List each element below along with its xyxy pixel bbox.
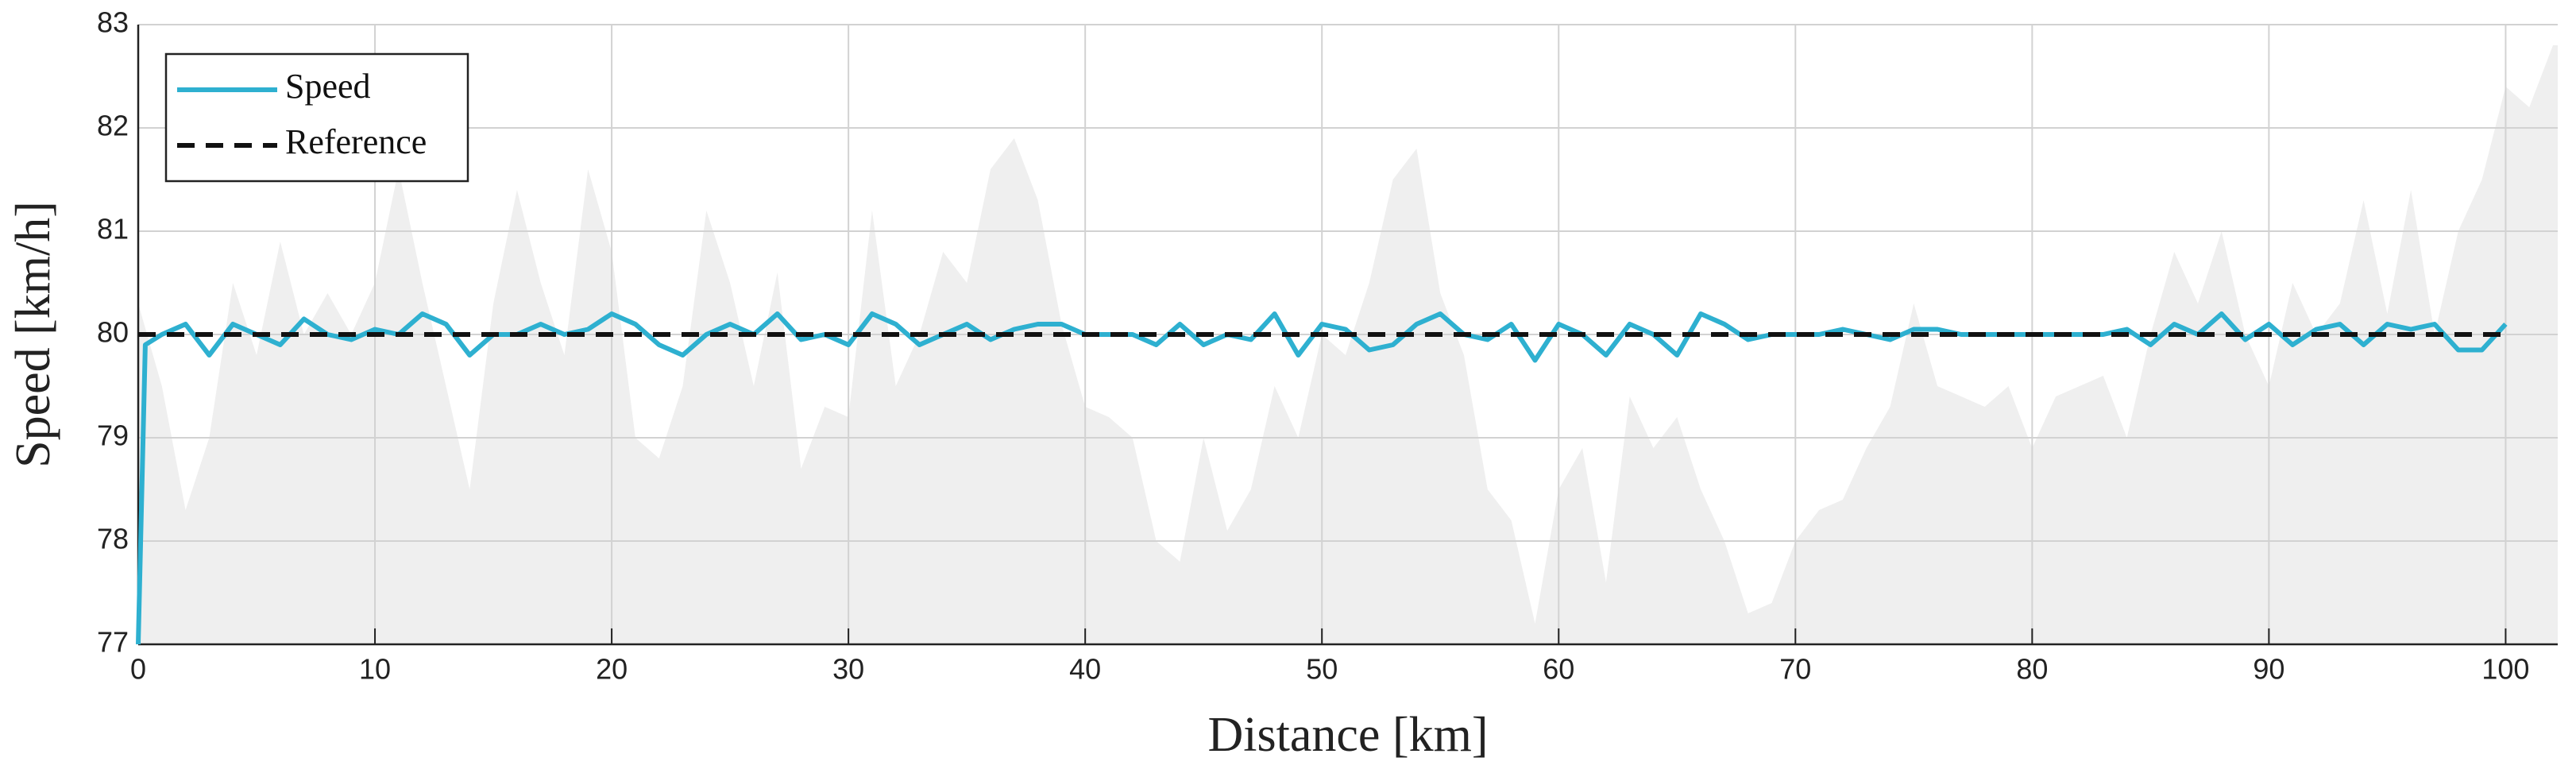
x-tick-label: 10: [359, 653, 391, 686]
x-tick-label: 80: [2016, 653, 2048, 686]
y-tick-label: 83: [97, 6, 129, 39]
x-tick-label: 30: [832, 653, 864, 686]
background-area: [138, 45, 2558, 644]
x-tick-label: 0: [130, 653, 146, 686]
y-tick-label: 81: [97, 213, 129, 245]
x-tick-label: 40: [1069, 653, 1101, 686]
legend-label: Reference: [285, 122, 427, 161]
x-tick-label: 60: [1543, 653, 1574, 686]
legend-box: [164, 52, 469, 183]
y-tick-label: 80: [97, 316, 129, 349]
x-tick-label: 50: [1306, 653, 1338, 686]
y-axis-label: Speed [km/h]: [6, 201, 60, 468]
legend-label: Speed: [285, 67, 371, 106]
x-tick-label: 20: [596, 653, 628, 686]
x-axis-label: Distance [km]: [1208, 708, 1489, 762]
x-tick-label: 90: [2253, 653, 2284, 686]
legend: Speed Reference: [164, 52, 469, 183]
y-tick-label: 77: [97, 626, 129, 659]
x-tick-label: 100: [2481, 653, 2529, 686]
y-tick-label: 82: [97, 110, 129, 142]
x-tick-label: 70: [1779, 653, 1811, 686]
y-tick-label: 79: [97, 419, 129, 452]
y-tick-label: 78: [97, 523, 129, 555]
